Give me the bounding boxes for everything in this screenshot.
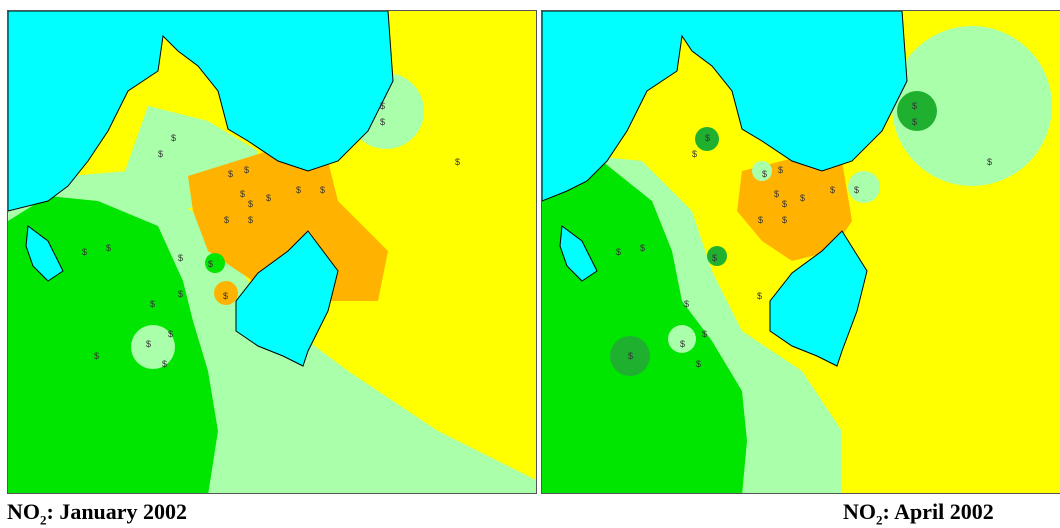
station-marker: $ bbox=[223, 291, 228, 301]
zone-high-concentration bbox=[737, 156, 852, 261]
caption-period: : April 2002 bbox=[882, 499, 994, 524]
station-marker: $ bbox=[705, 133, 710, 143]
station-marker: $ bbox=[178, 289, 183, 299]
station-marker: $ bbox=[171, 133, 176, 143]
water-lake-west bbox=[559, 225, 598, 282]
station-marker: $ bbox=[296, 185, 301, 195]
station-marker: $ bbox=[616, 247, 621, 257]
station-marker: $ bbox=[208, 259, 213, 269]
station-marker: $ bbox=[168, 329, 173, 339]
station-markers-april: $ $ $ $ $ $ $ $ $ $ $ $ $ $ $ $ $ $ $ $ … bbox=[616, 101, 992, 369]
caption-january: NO2: January 2002 bbox=[7, 499, 187, 528]
no2-map-january: $ $ $ $ $ $ $ $ $ $ $ $ $ $ $ $ $ $ $ $ … bbox=[8, 11, 536, 493]
station-marker: $ bbox=[150, 299, 155, 309]
zone-spot-center bbox=[752, 161, 772, 181]
station-marker: $ bbox=[778, 165, 783, 175]
zone-high-spot bbox=[214, 281, 238, 305]
zone-low-spot bbox=[205, 253, 225, 273]
station-marker: $ bbox=[224, 215, 229, 225]
station-marker: $ bbox=[162, 359, 167, 369]
water-sea-north bbox=[542, 11, 908, 202]
station-marker: $ bbox=[692, 149, 697, 159]
caption-pollutant: NO bbox=[843, 499, 876, 524]
station-marker: $ bbox=[782, 215, 787, 225]
station-marker: $ bbox=[782, 199, 787, 209]
station-marker: $ bbox=[758, 215, 763, 225]
station-marker: $ bbox=[774, 189, 779, 199]
station-marker: $ bbox=[106, 243, 111, 253]
station-marker: $ bbox=[178, 253, 183, 263]
station-marker: $ bbox=[244, 165, 249, 175]
station-marker: $ bbox=[640, 243, 645, 253]
zone-low-spot bbox=[707, 246, 727, 266]
station-marker: $ bbox=[762, 169, 767, 179]
station-marker: $ bbox=[240, 189, 245, 199]
caption-subscript: 2 bbox=[876, 512, 883, 528]
station-marker: $ bbox=[248, 199, 253, 209]
zone-low-spot-northeast bbox=[897, 91, 937, 131]
station-marker: $ bbox=[800, 193, 805, 203]
station-marker: $ bbox=[696, 359, 701, 369]
caption-april: NO2: April 2002 bbox=[843, 499, 994, 528]
station-markers-january: $ $ $ $ $ $ $ $ $ $ $ $ $ $ $ $ $ $ $ $ … bbox=[82, 101, 460, 369]
zone-low-spot-north bbox=[695, 127, 719, 151]
water-lake-east bbox=[235, 230, 339, 367]
station-marker: $ bbox=[757, 291, 762, 301]
map-panel-april: $ $ $ $ $ $ $ $ $ $ $ $ $ $ $ $ $ $ $ $ … bbox=[541, 10, 1060, 494]
water-sea-north bbox=[8, 11, 394, 212]
zone-high-concentration bbox=[188, 151, 388, 301]
station-marker: $ bbox=[854, 185, 859, 195]
station-marker: $ bbox=[680, 339, 685, 349]
water-lake-east bbox=[769, 230, 868, 367]
zone-spot-south bbox=[668, 325, 696, 353]
station-marker: $ bbox=[380, 117, 385, 127]
station-marker: $ bbox=[628, 351, 633, 361]
water-lake-west bbox=[25, 225, 64, 282]
station-marker: $ bbox=[146, 339, 151, 349]
station-marker: $ bbox=[912, 117, 917, 127]
no2-map-april: $ $ $ $ $ $ $ $ $ $ $ $ $ $ $ $ $ $ $ $ … bbox=[542, 11, 1060, 493]
zone-spot-south bbox=[131, 325, 175, 369]
station-marker: $ bbox=[248, 215, 253, 225]
station-marker: $ bbox=[266, 193, 271, 203]
zone-spot-northeast bbox=[892, 26, 1052, 186]
station-marker: $ bbox=[912, 101, 917, 111]
station-marker: $ bbox=[380, 101, 385, 111]
station-marker: $ bbox=[82, 247, 87, 257]
station-marker: $ bbox=[702, 329, 707, 339]
station-marker: $ bbox=[158, 149, 163, 159]
caption-period: : January 2002 bbox=[46, 499, 188, 524]
caption-pollutant: NO bbox=[7, 499, 40, 524]
zone-spot-east bbox=[848, 171, 880, 203]
station-marker: $ bbox=[987, 157, 992, 167]
station-marker: $ bbox=[830, 185, 835, 195]
map-panel-january: $ $ $ $ $ $ $ $ $ $ $ $ $ $ $ $ $ $ $ $ … bbox=[7, 10, 537, 494]
caption-subscript: 2 bbox=[40, 512, 47, 528]
station-marker: $ bbox=[320, 185, 325, 195]
station-marker: $ bbox=[455, 157, 460, 167]
station-marker: $ bbox=[94, 351, 99, 361]
zone-low-concentration bbox=[542, 151, 747, 493]
station-marker: $ bbox=[228, 169, 233, 179]
station-marker: $ bbox=[684, 299, 689, 309]
zone-very-low-spot bbox=[610, 336, 650, 376]
station-marker: $ bbox=[712, 253, 717, 263]
